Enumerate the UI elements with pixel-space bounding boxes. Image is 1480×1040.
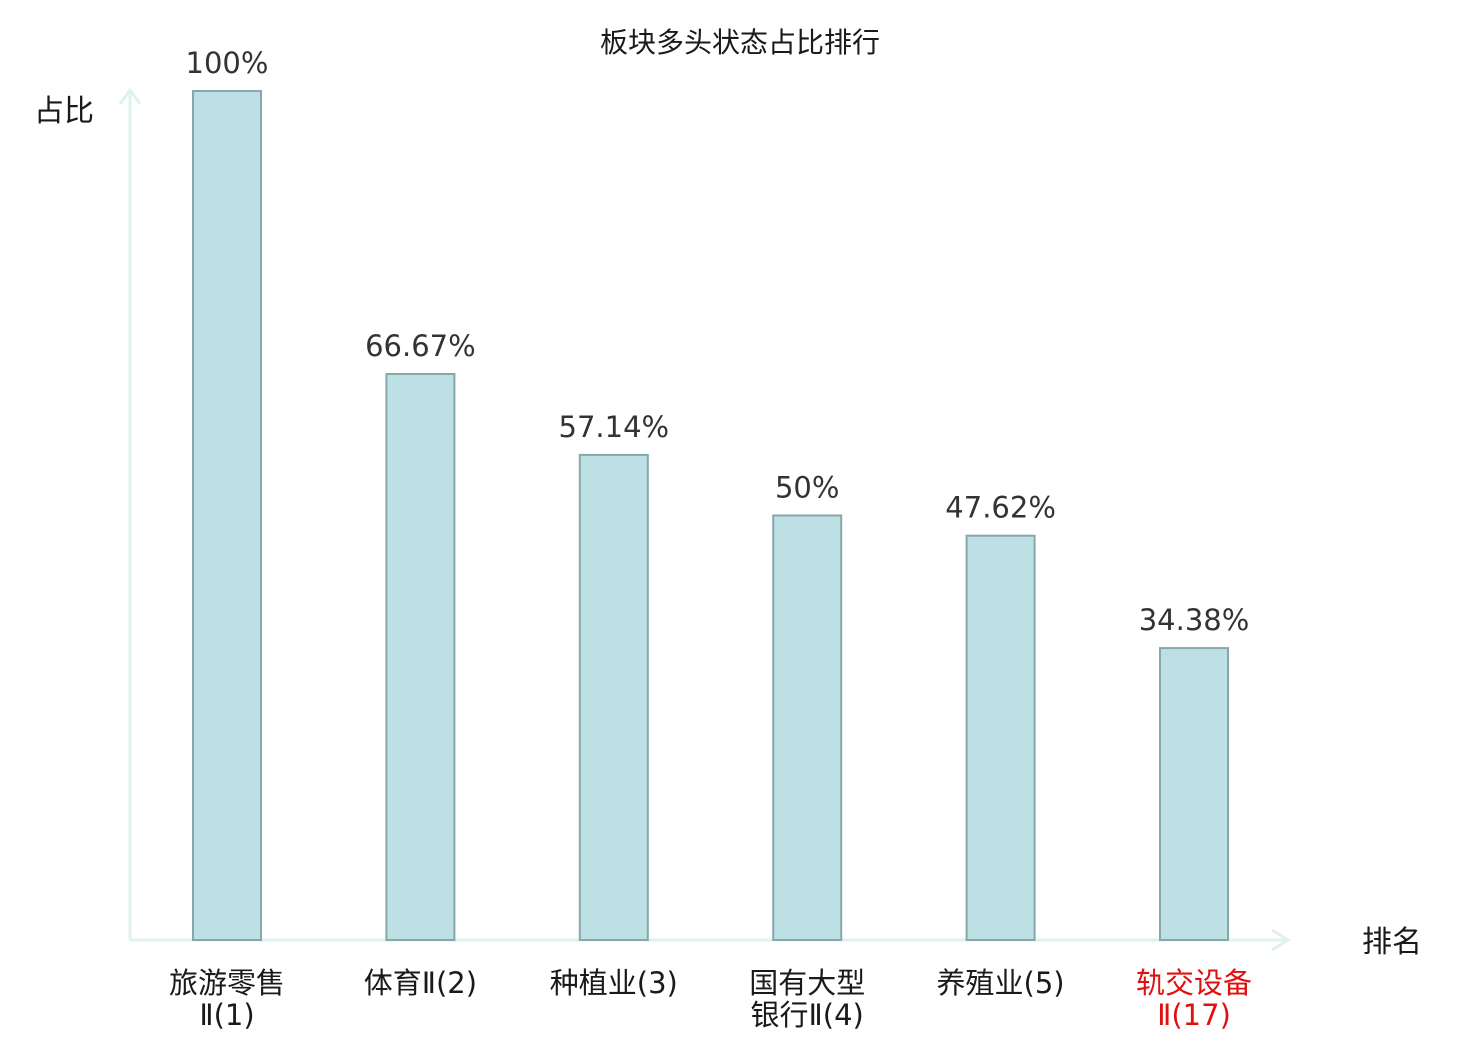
- value-labels: 100% 66.67% 57.14% 50% 47.62% 34.38%: [186, 46, 1250, 637]
- y-axis: [118, 87, 142, 940]
- category-label-5-line1: 养殖业(5): [937, 966, 1065, 1000]
- value-label-2: 66.67%: [365, 329, 476, 363]
- bar-4: [772, 514, 843, 941]
- value-label-4: 50%: [775, 471, 839, 505]
- category-label-1-line1: 旅游零售: [169, 966, 285, 1000]
- y-axis-label: 占比: [34, 94, 94, 129]
- value-label-6: 34.38%: [1139, 603, 1250, 637]
- x-axis: [130, 928, 1291, 952]
- category-label-3-line1: 种植业(3): [550, 966, 678, 1000]
- bars: [192, 90, 1229, 941]
- category-label-6-line1: 轨交设备: [1136, 966, 1252, 1000]
- category-label-2-line1: 体育Ⅱ(2): [364, 966, 477, 1000]
- category-label-4-line1: 国有大型: [749, 966, 865, 1000]
- category-label-1-line2: Ⅱ(1): [199, 998, 254, 1032]
- bar-5: [965, 534, 1036, 941]
- value-label-3: 57.14%: [559, 410, 670, 444]
- category-label-6-line2: Ⅱ(17): [1157, 998, 1231, 1032]
- bar-1: [192, 90, 262, 941]
- category-label-4-line2: 银行Ⅱ(4): [751, 998, 864, 1032]
- bar-6: [1159, 647, 1229, 941]
- x-axis-label: 排名: [1362, 925, 1422, 960]
- chart-title: 板块多头状态占比排行: [600, 26, 880, 59]
- bar-3: [578, 453, 649, 941]
- bar-2: [385, 373, 456, 941]
- value-label-5: 47.62%: [945, 491, 1056, 525]
- value-label-1: 100%: [186, 46, 269, 80]
